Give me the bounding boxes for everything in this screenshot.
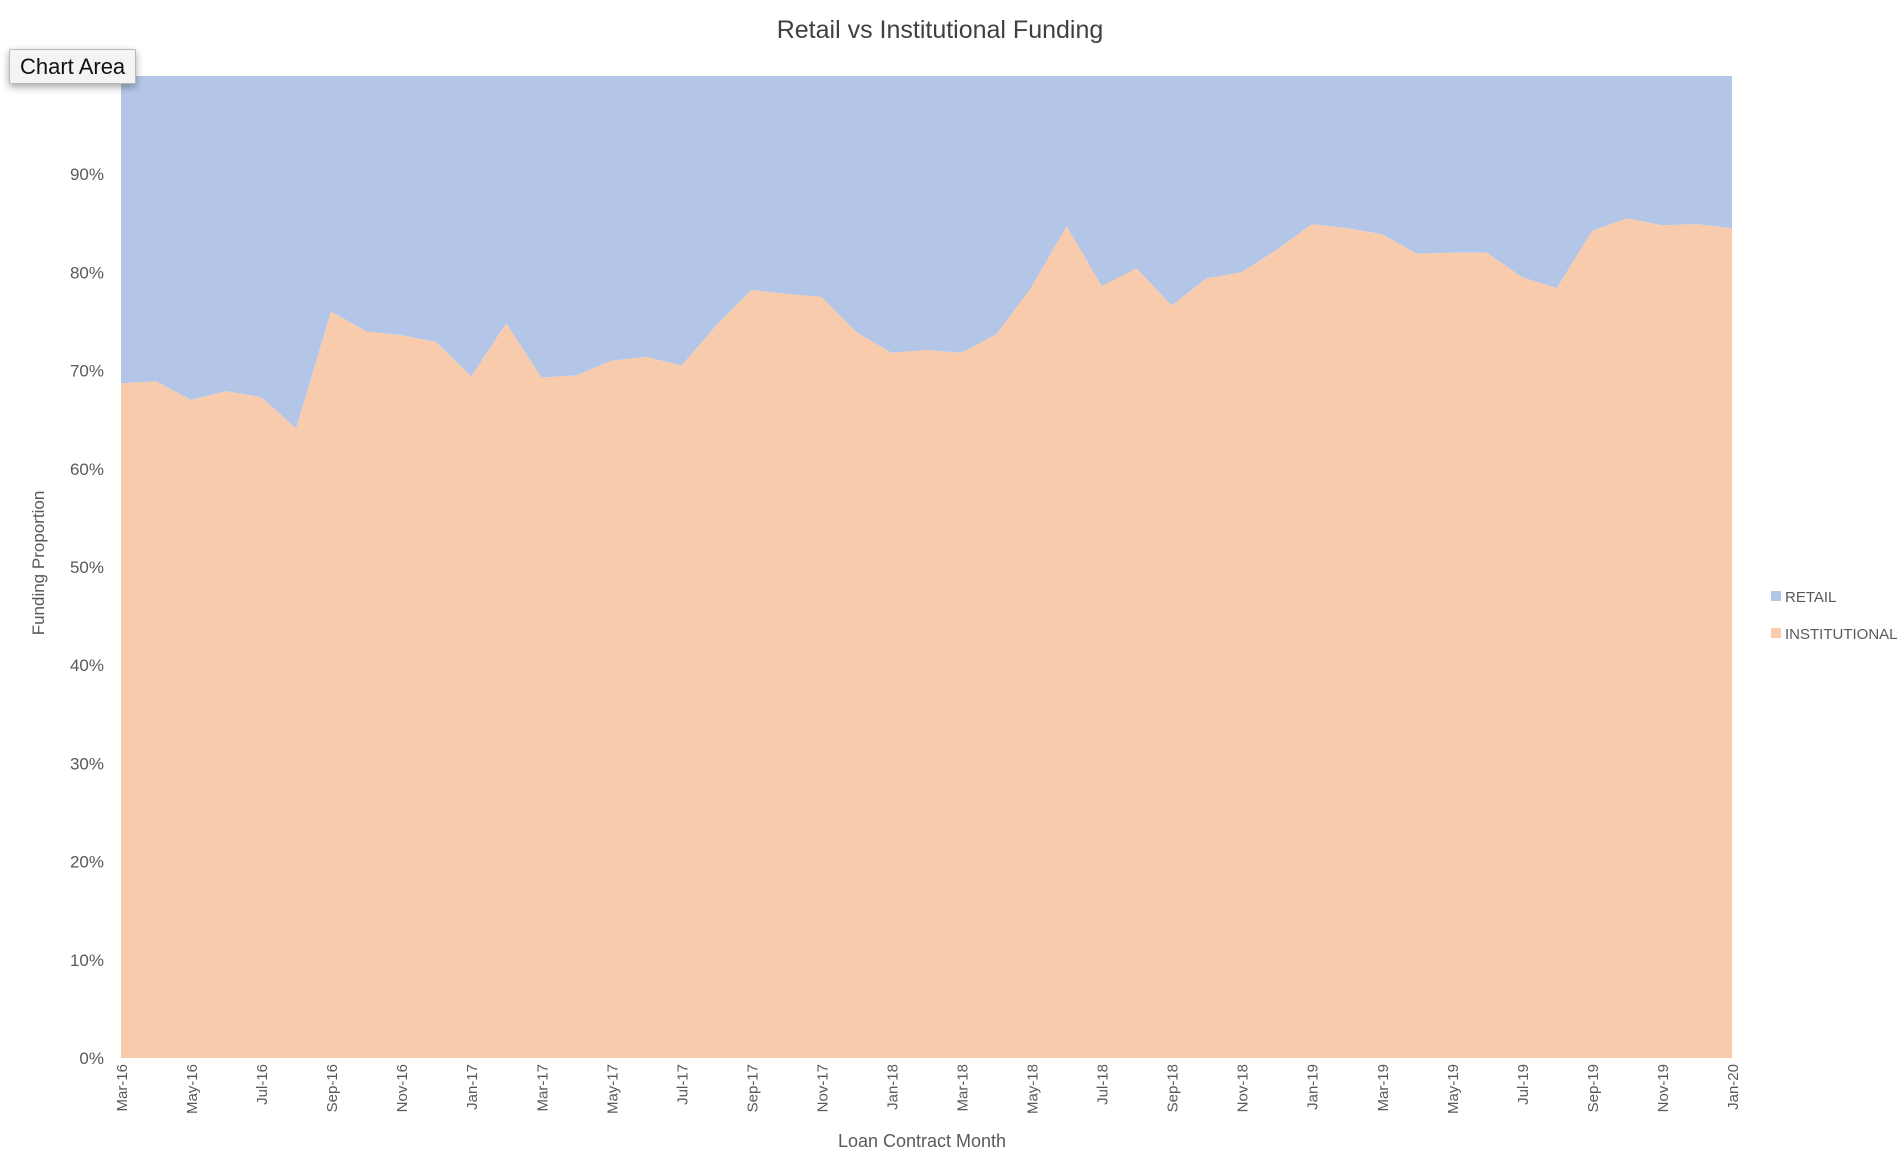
x-axis-title: Loan Contract Month bbox=[838, 1131, 1006, 1151]
x-tick-label: Sep-19 bbox=[1585, 1064, 1602, 1112]
y-tick-label: 0% bbox=[79, 1049, 104, 1068]
x-tick-label: Mar-16 bbox=[114, 1064, 131, 1112]
x-tick-label: Nov-19 bbox=[1655, 1064, 1672, 1112]
legend-swatch-retail bbox=[1771, 591, 1781, 601]
y-tick-label: 50% bbox=[70, 558, 104, 577]
y-tick-label: 60% bbox=[70, 460, 104, 479]
y-tick-label: 70% bbox=[70, 362, 104, 381]
x-tick-label: Mar-18 bbox=[955, 1064, 972, 1112]
y-axis: 0% 10% 20% 30% 40% 50% 60% 70% 80% 90% bbox=[70, 165, 104, 1068]
x-tick-label: Sep-16 bbox=[324, 1064, 341, 1112]
x-tick-label: Jan-19 bbox=[1305, 1064, 1322, 1110]
plot-area[interactable] bbox=[121, 76, 1732, 1058]
x-tick-label: Jul-17 bbox=[674, 1064, 691, 1105]
x-tick-label: Nov-18 bbox=[1235, 1064, 1252, 1112]
x-tick-label: Jan-17 bbox=[464, 1064, 481, 1110]
x-tick-label: Jul-19 bbox=[1515, 1064, 1532, 1105]
y-tick-label: 40% bbox=[70, 656, 104, 675]
x-tick-label: Mar-17 bbox=[534, 1064, 551, 1112]
x-tick-label: May-18 bbox=[1025, 1064, 1042, 1114]
x-tick-label: May-17 bbox=[604, 1064, 621, 1114]
x-tick-label: Jan-18 bbox=[884, 1064, 901, 1110]
y-tick-label: 90% bbox=[70, 165, 104, 184]
x-tick-label: Jul-16 bbox=[254, 1064, 271, 1105]
x-axis: Mar-16 May-16 Jul-16 Sep-16 Nov-16 Jan-17 Mar-… bbox=[114, 1064, 1742, 1114]
x-tick-label: Mar-19 bbox=[1375, 1064, 1392, 1112]
y-tick-label: 80% bbox=[70, 263, 104, 282]
x-tick-label: Sep-18 bbox=[1165, 1064, 1182, 1112]
y-tick-label: 10% bbox=[70, 951, 104, 970]
legend-label-institutional: INSTITUTIONAL bbox=[1785, 626, 1898, 643]
x-tick-label: Sep-17 bbox=[744, 1064, 761, 1112]
x-tick-label: Jul-18 bbox=[1095, 1064, 1112, 1105]
series-area-retail[interactable] bbox=[121, 76, 1732, 429]
x-tick-label: May-16 bbox=[184, 1064, 201, 1114]
y-tick-label: 20% bbox=[70, 853, 104, 872]
y-tick-label: 30% bbox=[70, 754, 104, 773]
legend-label-retail: RETAIL bbox=[1785, 589, 1836, 606]
chart-title: Retail vs Institutional Funding bbox=[777, 16, 1104, 44]
x-tick-label: Jan-20 bbox=[1725, 1064, 1742, 1110]
x-tick-label: May-19 bbox=[1445, 1064, 1462, 1114]
series-area-institutional[interactable] bbox=[121, 218, 1732, 1058]
legend[interactable]: RETAIL INSTITUTIONAL bbox=[1771, 589, 1898, 643]
y-axis-title: Funding Proportion bbox=[29, 491, 48, 636]
chart-area-tooltip: Chart Area bbox=[9, 49, 137, 84]
x-tick-label: Nov-16 bbox=[394, 1064, 411, 1112]
x-tick-label: Nov-17 bbox=[814, 1064, 831, 1112]
legend-swatch-institutional bbox=[1771, 628, 1781, 638]
